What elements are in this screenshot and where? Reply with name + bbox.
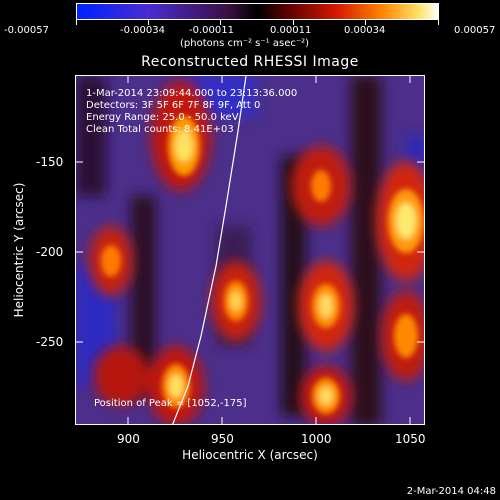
detectors-annotation: Detectors: 3F 5F 6F 7F 8F 9F, Att 0: [86, 100, 261, 111]
colorbar: [76, 3, 439, 20]
colorbar-tick: [76, 20, 77, 25]
energy-range-annotation: Energy Range: 25.0 - 50.0 keV: [86, 112, 239, 123]
colorbar-tick: [438, 20, 439, 25]
colorbar-tick: [293, 20, 294, 25]
x-axis-label: Heliocentric X (arcsec): [182, 448, 318, 462]
plot-title: Reconstructed RHESSI Image: [141, 54, 359, 70]
colorbar-tick: [148, 20, 149, 25]
clean-annotation: Clean Total counts: 8.41E+03: [86, 124, 234, 135]
x-tick-label: 1050: [395, 432, 426, 446]
colorbar-tick-label: 0.00057: [454, 25, 496, 36]
colorbar-units: (photons cm⁻² s⁻¹ asec⁻²): [180, 38, 310, 49]
x-tick-label: 1000: [301, 432, 332, 446]
colorbar-tick-label: -0.00034: [120, 25, 165, 36]
y-tick-label: -200: [36, 245, 64, 259]
time-range-annotation: 1-Mar-2014 23:09:44.000 to 23:13:36.000: [86, 88, 298, 99]
footer-timestamp: 2-Mar-2014 04:48: [406, 486, 496, 497]
x-tick-label: 900: [117, 432, 140, 446]
colorbar-tick-label: -0.00057: [4, 25, 49, 36]
y-tick-label: -250: [36, 335, 64, 349]
colorbar-tick-label: 0.00011: [270, 25, 312, 36]
image-plot: 1-Mar-2014 23:09:44.000 to 23:13:36.000 …: [75, 75, 425, 425]
colorbar-tick-label: 0.00034: [344, 25, 386, 36]
colorbar-tick: [220, 20, 221, 25]
solar-limb-line: [172, 76, 247, 424]
peak-position-annotation: Position of Peak = [1052,-175]: [94, 398, 247, 409]
rhessi-image: [76, 76, 424, 424]
y-tick-label: -150: [36, 155, 64, 169]
x-tick-label: 950: [211, 432, 234, 446]
colorbar-tick: [365, 20, 366, 25]
colorbar-tick-label: -0.00011: [189, 25, 234, 36]
y-axis-label: Heliocentric Y (arcsec): [12, 182, 26, 318]
